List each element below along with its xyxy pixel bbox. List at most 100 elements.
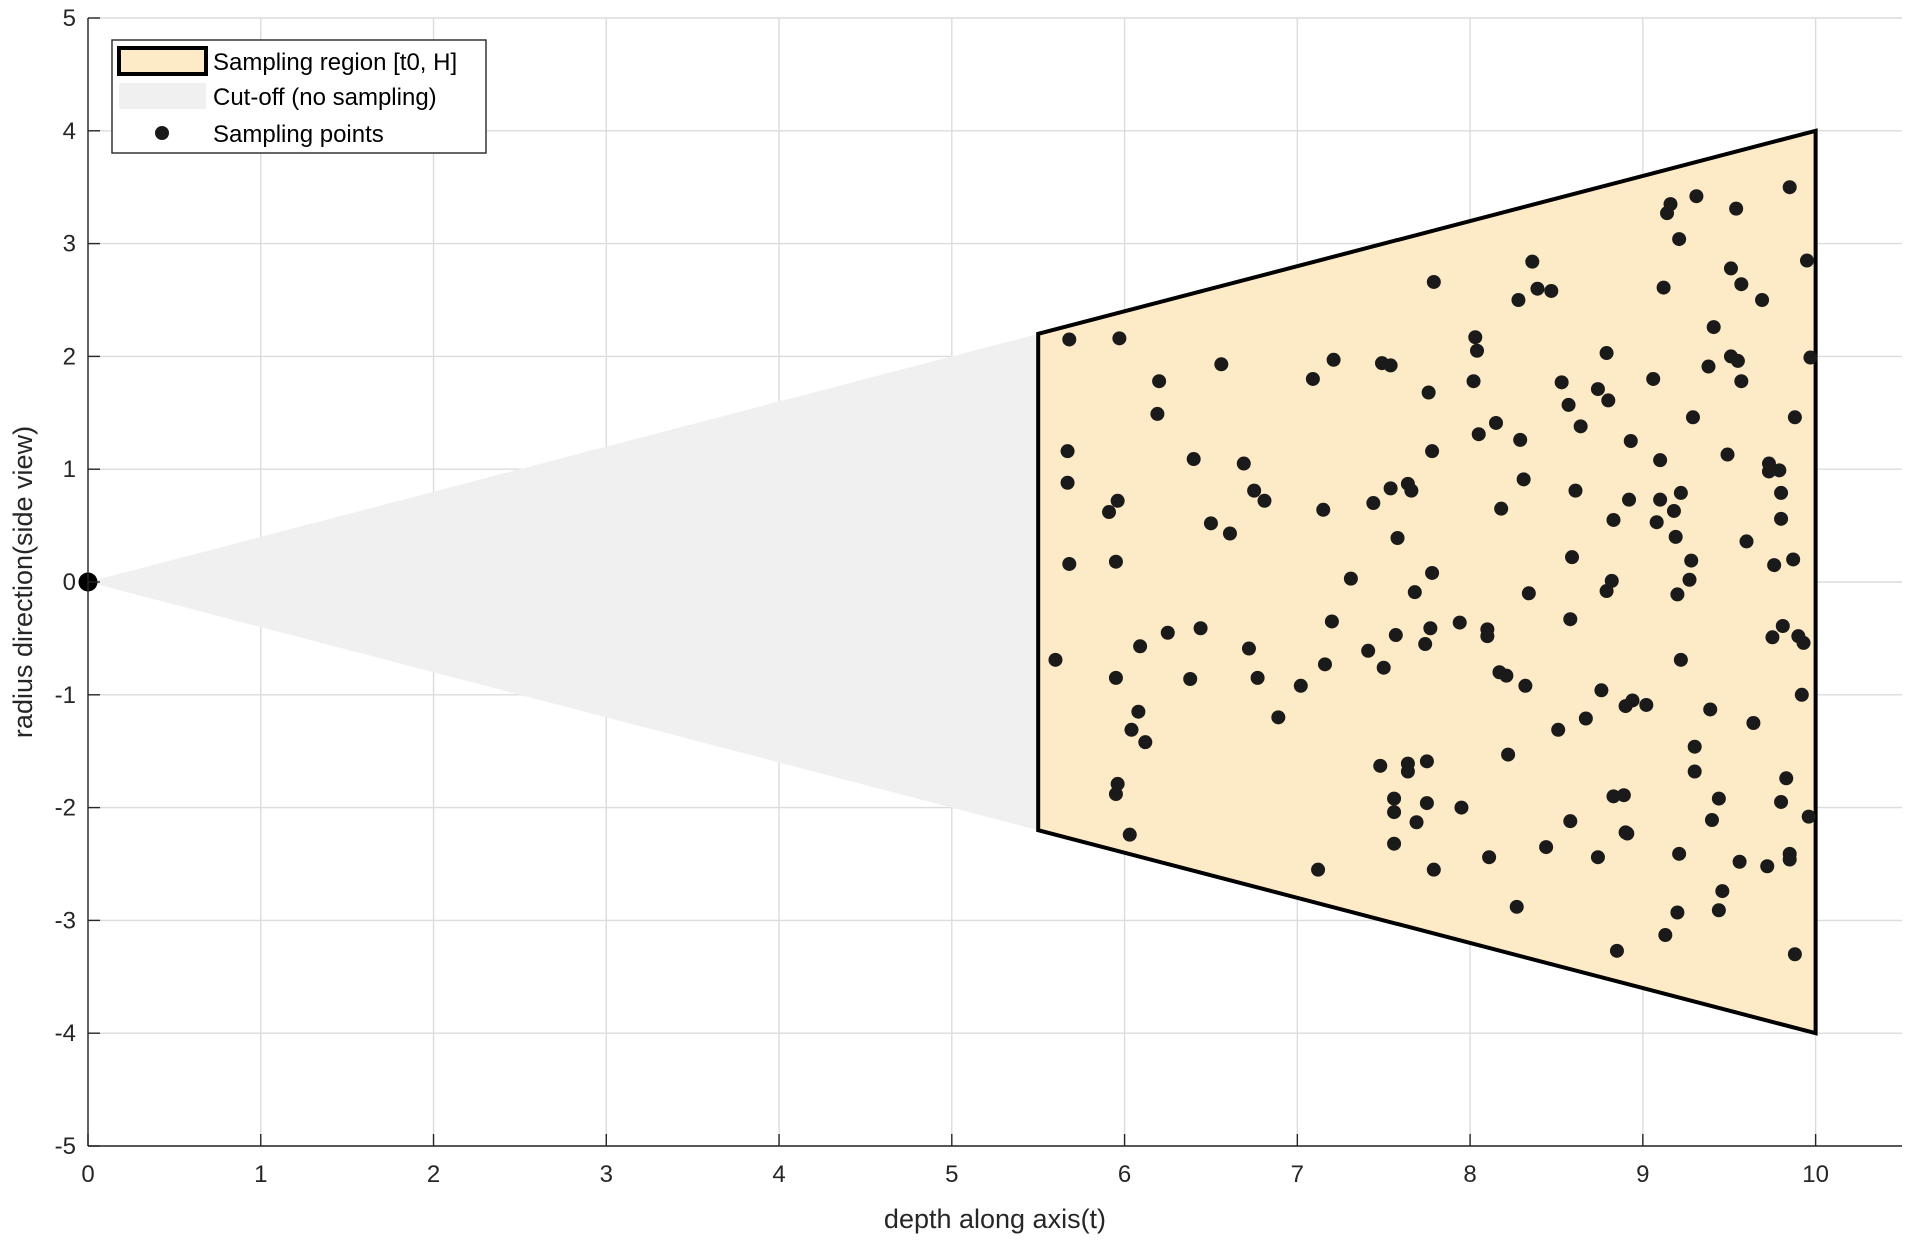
sampling-point-29 <box>1250 670 1265 685</box>
x-tick-label-2: 2 <box>427 1161 440 1188</box>
sampling-point-22 <box>1193 621 1208 636</box>
sampling-point-18 <box>1150 406 1165 421</box>
sampling-point-64 <box>1425 565 1440 580</box>
sampling-point-89 <box>1539 840 1554 855</box>
sampling-point-7 <box>1110 493 1125 508</box>
sampling-point-8 <box>1108 554 1123 569</box>
sampling-point-92 <box>1554 375 1569 390</box>
y-tick-label-2: -3 <box>55 907 76 934</box>
y-tick-label-10: 5 <box>63 5 76 32</box>
x-tick-labels: 0 1 2 3 4 5 6 7 8 9 10 <box>81 1161 1829 1188</box>
y-tick-label-6: 1 <box>63 456 76 483</box>
sampling-point-177 <box>1796 635 1811 650</box>
sampling-point-57 <box>1409 815 1424 830</box>
sampling-point-11 <box>1131 704 1146 719</box>
sampling-point-59 <box>1419 796 1434 811</box>
sampling-point-83 <box>1513 432 1528 447</box>
sampling-point-12 <box>1124 722 1139 737</box>
sampling-point-106 <box>1604 573 1619 588</box>
sampling-point-162 <box>1767 558 1782 573</box>
sampling-point-178 <box>1799 253 1814 268</box>
sampling-point-38 <box>1326 352 1341 367</box>
x-tick-label-5: 5 <box>945 1161 958 1188</box>
sampling-point-24 <box>1214 357 1229 372</box>
sampling-point-91 <box>1551 722 1566 737</box>
y-tick-labels: -5 -4 -3 -2 -1 0 1 2 3 4 5 <box>55 5 76 1160</box>
sampling-point-173 <box>1787 410 1802 425</box>
y-tick-label-4: -1 <box>55 682 76 709</box>
sampling-point-13 <box>1138 735 1153 750</box>
sampling-point-69 <box>1466 374 1481 389</box>
sampling-point-148 <box>1723 261 1738 276</box>
sampling-point-81 <box>1509 899 1524 914</box>
x-tick-label-0: 0 <box>81 1161 94 1188</box>
sampling-point-51 <box>1387 836 1402 851</box>
sampling-point-168 <box>1779 771 1794 786</box>
sampling-point-114 <box>1622 492 1637 507</box>
sampling-point-164 <box>1774 794 1789 809</box>
sampling-point-76 <box>1489 415 1504 430</box>
sampling-point-84 <box>1516 472 1531 487</box>
sampling-point-60 <box>1419 754 1434 769</box>
x-tick-label-8: 8 <box>1463 1161 1476 1188</box>
legend-label-region: Sampling region [t0, H] <box>213 49 457 76</box>
sampling-point-63 <box>1425 444 1440 459</box>
sampling-point-126 <box>1666 503 1681 518</box>
sampling-point-171 <box>1782 852 1797 867</box>
sampling-point-122 <box>1656 280 1671 295</box>
y-axis-label: radius direction(side view) <box>8 426 38 738</box>
sampling-point-176 <box>1794 687 1809 702</box>
sampling-point-85 <box>1518 678 1533 693</box>
sampling-point-23 <box>1203 516 1218 531</box>
sampling-point-79 <box>1499 668 1514 683</box>
x-tick-label-10: 10 <box>1802 1161 1829 1188</box>
y-tick-label-8: 3 <box>63 231 76 258</box>
sampling-point-180 <box>1803 350 1818 365</box>
y-tick-label-9: 4 <box>63 118 76 145</box>
region-layer <box>1036 128 1818 1036</box>
sampling-point-95 <box>1563 814 1578 829</box>
sampling-point-43 <box>1376 660 1391 675</box>
sampling-point-82 <box>1511 293 1526 307</box>
sampling-point-147 <box>1720 447 1735 462</box>
y-tick-label-7: 2 <box>63 343 76 370</box>
sampling-point-165 <box>1774 485 1789 500</box>
sampling-point-26 <box>1236 456 1251 471</box>
sampling-point-129 <box>1670 905 1685 920</box>
sampling-region <box>1036 128 1818 1036</box>
x-tick-label-7: 7 <box>1291 1161 1304 1188</box>
sampling-point-150 <box>1729 201 1744 216</box>
y-tick-label-3: -2 <box>55 795 76 822</box>
sampling-point-158 <box>1760 859 1775 874</box>
sampling-point-113 <box>1620 826 1635 841</box>
sampling-point-98 <box>1573 419 1588 434</box>
sampling-point-117 <box>1639 697 1654 712</box>
sampling-point-130 <box>1672 232 1687 247</box>
legend-swatch-cutoff <box>119 83 206 109</box>
points-layer <box>1048 180 1818 962</box>
sampling-point-134 <box>1682 572 1697 587</box>
sampling-point-9 <box>1108 670 1123 685</box>
sampling-point-32 <box>1293 678 1308 693</box>
sampling-point-138 <box>1687 764 1702 779</box>
sampling-point-46 <box>1383 481 1398 496</box>
sampling-point-19 <box>1160 625 1175 640</box>
sampling-point-97 <box>1568 483 1583 498</box>
legend: Sampling region [t0, H] Cut-off (no samp… <box>111 39 487 154</box>
sampling-point-36 <box>1317 657 1332 672</box>
sampling-point-20 <box>1186 452 1201 467</box>
sampling-point-28 <box>1247 483 1262 498</box>
sampling-point-157 <box>1755 293 1770 307</box>
sampling-point-128 <box>1670 587 1685 602</box>
sampling-point-156 <box>1746 716 1761 730</box>
sampling-point-44 <box>1373 758 1388 773</box>
sampling-point-174 <box>1787 947 1802 962</box>
sampling-point-110 <box>1616 788 1631 803</box>
sampling-point-71 <box>1470 343 1485 358</box>
sampling-point-136 <box>1685 410 1700 425</box>
sampling-point-109 <box>1609 943 1624 958</box>
sampling-point-48 <box>1390 531 1405 546</box>
sampling-point-102 <box>1590 850 1605 865</box>
sampling-point-6 <box>1102 505 1117 520</box>
sampling-point-49 <box>1387 791 1402 806</box>
